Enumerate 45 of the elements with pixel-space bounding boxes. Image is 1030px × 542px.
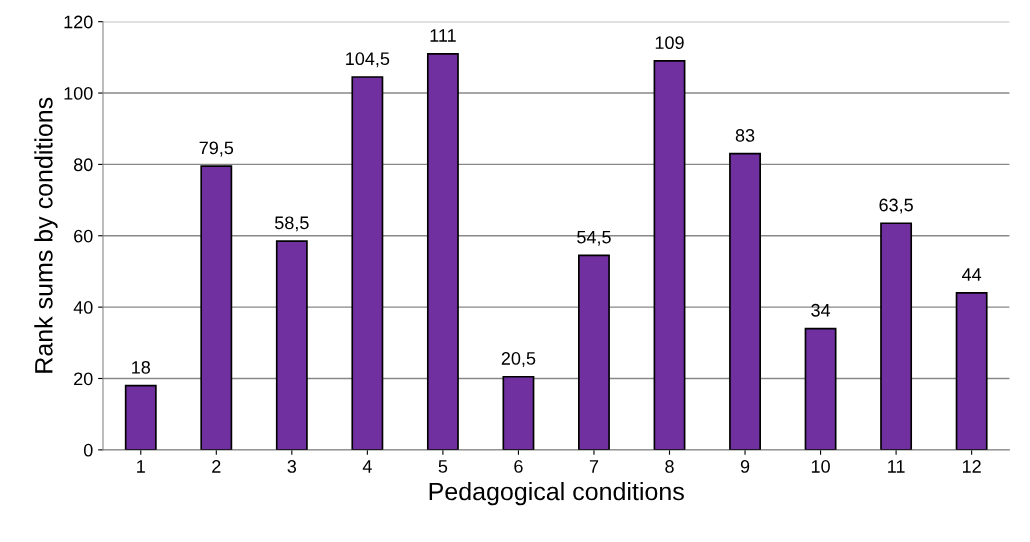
bar [200, 165, 233, 450]
bar [124, 384, 157, 450]
bar [955, 292, 988, 450]
x-tick-label: 3 [287, 460, 297, 473]
bar [729, 152, 761, 450]
x-tick-label: 6 [514, 460, 523, 473]
y-tick-label: 20 [74, 372, 93, 386]
data-label: 83 [735, 129, 755, 142]
bar [426, 52, 459, 450]
bar [804, 327, 837, 450]
bar [578, 254, 610, 450]
data-label: 20,5 [501, 352, 536, 367]
x-tick-label: 12 [962, 460, 981, 473]
bar [351, 76, 384, 450]
x-tick-label: 1 [137, 460, 145, 473]
data-label: 63,5 [879, 198, 913, 214]
data-label: 54,5 [577, 230, 611, 246]
x-tick-label: 11 [888, 460, 905, 473]
bar [653, 60, 686, 450]
data-label: 34 [811, 303, 831, 317]
y-tick-label: 80 [73, 158, 93, 172]
bar [502, 375, 535, 450]
x-tick-label: 9 [740, 460, 750, 473]
x-tick-label: 8 [665, 460, 674, 473]
data-label: 18 [132, 360, 151, 374]
data-label: 79,5 [199, 141, 234, 157]
data-label: 104,5 [346, 52, 390, 68]
y-tick-label: 120 [64, 15, 93, 29]
y-tick-label: 40 [73, 301, 93, 314]
y-tick-label: 60 [74, 229, 93, 243]
y-tick-label: 0 [83, 443, 93, 457]
x-tick-label: 7 [589, 460, 599, 473]
data-label: 109 [655, 36, 684, 50]
bar [880, 222, 913, 450]
x-tick-label: 2 [212, 460, 221, 473]
data-label: 111 [430, 29, 456, 42]
y-tick-label: 100 [64, 86, 93, 100]
y-axis-title: Rank sums by conditions [34, 97, 58, 373]
bar [275, 240, 308, 450]
x-tick-label: 4 [362, 460, 372, 473]
x-tick-label: 10 [811, 460, 830, 473]
x-tick-label: 5 [438, 460, 448, 473]
data-label: 58,5 [274, 216, 309, 232]
data-label: 44 [962, 268, 982, 281]
x-axis-title: Pedagogical conditions [429, 481, 684, 506]
